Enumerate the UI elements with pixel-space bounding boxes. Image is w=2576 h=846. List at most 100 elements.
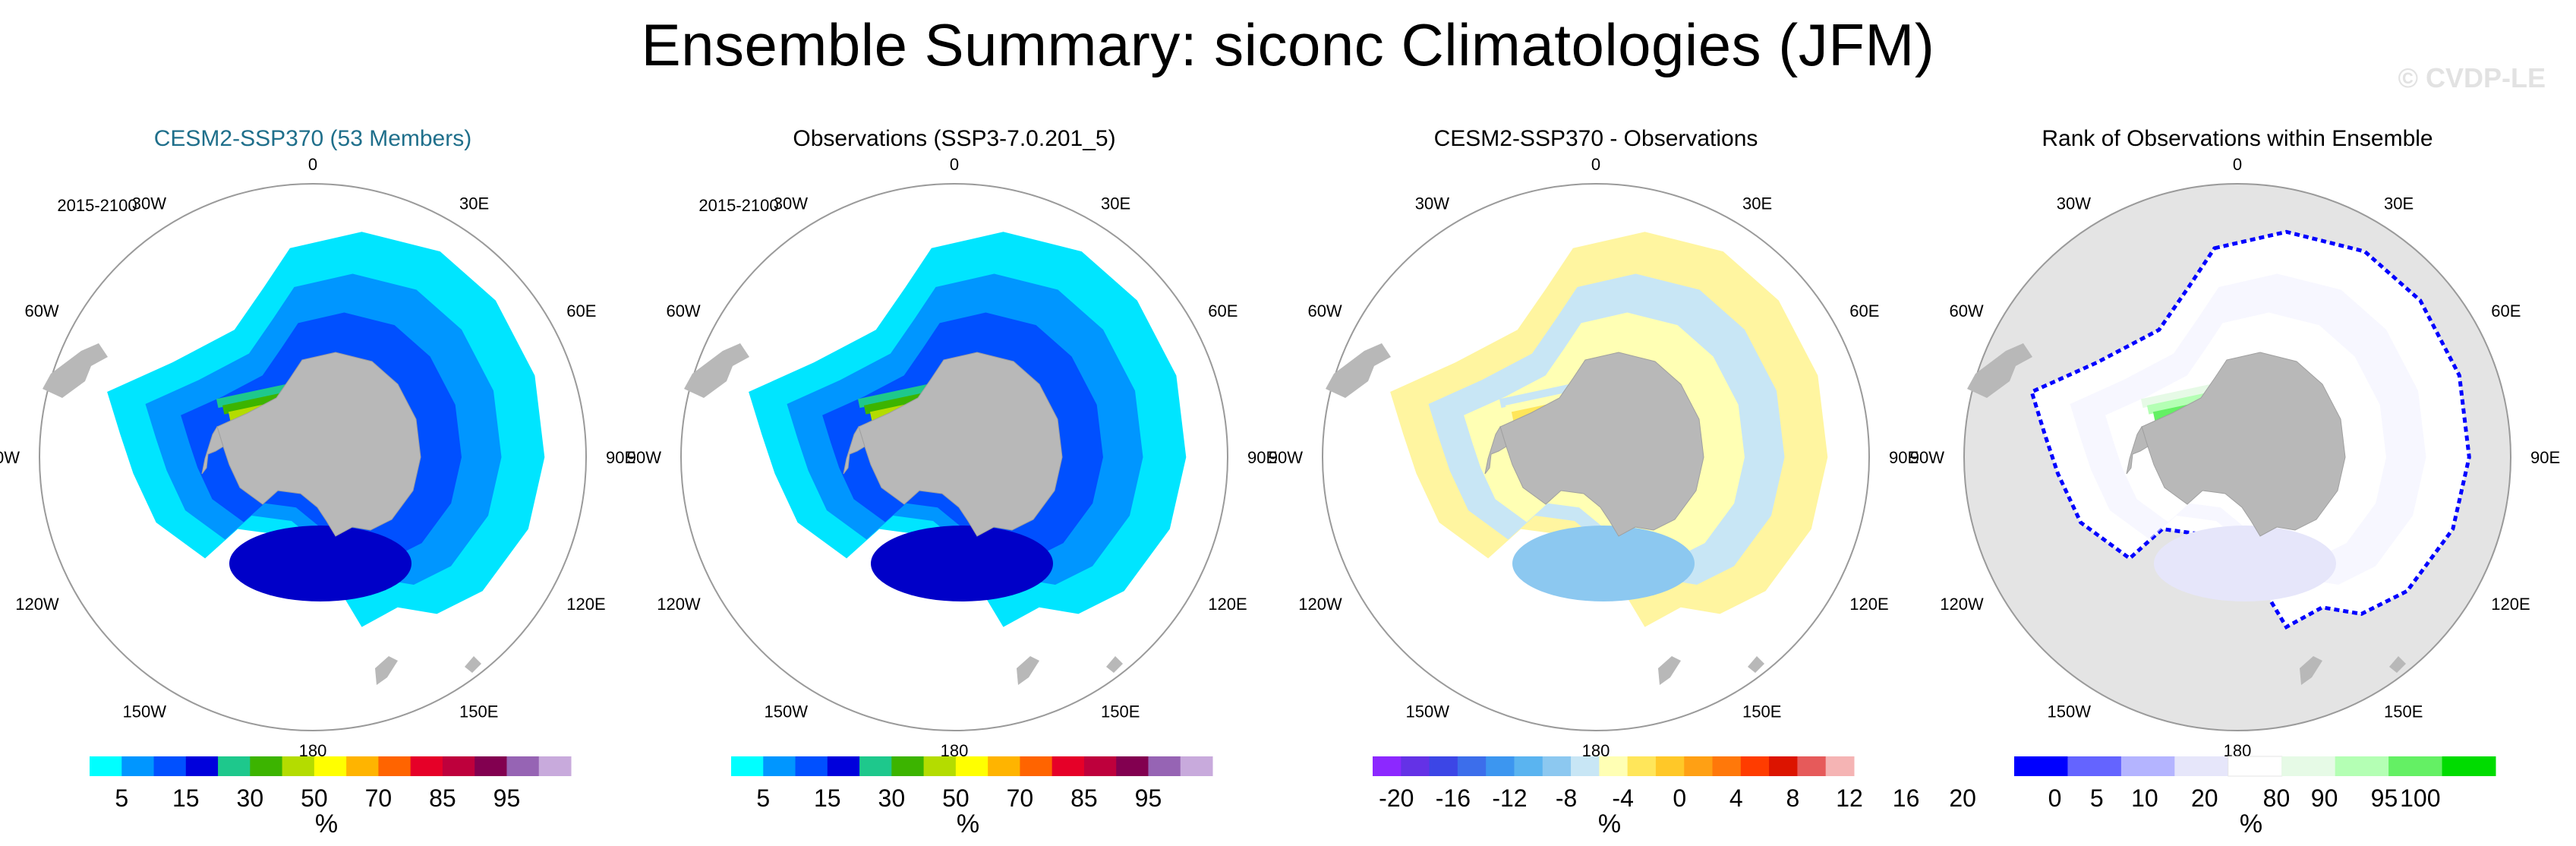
longitude-label: 150W (2048, 702, 2092, 721)
colorbar-swatch (2335, 756, 2389, 776)
colorbar-swatch (955, 756, 988, 776)
colorbar-swatch (1401, 756, 1430, 776)
colorbar-tick-label: 12 (1836, 784, 1863, 812)
colorbar-swatch (1571, 756, 1600, 776)
colorbar-swatch (891, 756, 925, 776)
antarctic-peninsula (2126, 425, 2149, 475)
longitude-label: 60E (1208, 301, 1238, 320)
colorbar-swatch (2228, 756, 2283, 777)
colorbar-tick-label: 20 (1949, 784, 1976, 812)
colorbar-swatch (1148, 756, 1181, 776)
colorbar-swatch (1457, 756, 1487, 776)
south-america-land (1326, 343, 1391, 398)
colorbar-swatch (1769, 756, 1798, 776)
ross-sea-ice (871, 526, 1053, 601)
longitude-label: 60W (1949, 301, 1983, 320)
south-america-land (1967, 343, 2032, 398)
colorbar-tick-label: 15 (814, 784, 841, 812)
antarctic-peninsula (843, 425, 865, 475)
colorbar-swatch (827, 756, 860, 776)
tasmania-land (2389, 656, 2406, 673)
longitude-label: 30E (459, 194, 489, 213)
colorbar-swatch (859, 756, 892, 776)
longitude-label: 150W (765, 702, 809, 721)
colorbar-swatch (988, 756, 1020, 776)
colorbar-tick-label: 5 (756, 784, 770, 812)
antarctica-landmass (216, 352, 421, 537)
longitude-label: 30W (774, 194, 808, 213)
map-panel-2: Observations (SSP3-7.0.201_5) 2015-2100 0 3… (627, 126, 1277, 838)
colorbar-swatch (1083, 756, 1117, 776)
longitude-label: 90E (2530, 448, 2560, 467)
colorbar-tick-label: 15 (172, 784, 200, 812)
colorbar-tick-label: 16 (1893, 784, 1920, 812)
longitude-label: 60E (566, 301, 596, 320)
colorbar-swatch (1712, 756, 1742, 776)
colorbar-unit: % (315, 810, 338, 838)
colorbar-swatch (475, 756, 507, 776)
colorbar-swatch (153, 756, 187, 776)
map-panel-3: CESM2-SSP370 - Observations030E60E90E120… (1269, 126, 1976, 838)
longitude-label: 60W (666, 301, 700, 320)
colorbar-tick-label: 0 (1673, 784, 1686, 812)
antarctica-landmass (858, 352, 1063, 537)
longitude-label: 60E (1849, 301, 1879, 320)
colorbar-swatch (1486, 756, 1515, 776)
antarctic-peninsula (201, 425, 224, 475)
colorbar-swatch (121, 756, 155, 776)
colorbar-tick-label: 8 (1786, 784, 1800, 812)
colorbar-tick-label: 30 (237, 784, 264, 812)
colorbar-swatch (1684, 756, 1714, 776)
longitude-label: 30E (1742, 194, 1772, 213)
colorbar-tick-label: 85 (1070, 784, 1098, 812)
new-zealand-land (1017, 656, 1039, 685)
period-label: 2015-2100 (57, 196, 137, 215)
colorbar-tick-label: 20 (2191, 784, 2218, 812)
colorbar-tick-label: 50 (942, 784, 970, 812)
colorbar-swatch (2014, 756, 2068, 776)
antarctica-landmass (1499, 352, 1704, 537)
longitude-label: 90W (1269, 448, 1303, 467)
figure-title: Ensemble Summary: siconc Climatologies (… (641, 11, 1935, 78)
colorbar-swatch (90, 756, 122, 776)
longitude-label: 30W (1415, 194, 1449, 213)
south-america-land (684, 343, 749, 398)
colorbar-swatch (2281, 756, 2336, 776)
colorbar-swatch (923, 756, 957, 776)
longitude-label: 60E (2491, 301, 2521, 320)
colorbar-tick-label: 50 (301, 784, 328, 812)
watermark: © CVDP-LE (2398, 62, 2546, 93)
longitude-label: 150E (1101, 702, 1140, 721)
panel-title: Rank of Observations within Ensemble (2042, 126, 2433, 151)
longitude-label: 30E (1101, 194, 1130, 213)
colorbar-swatch (731, 756, 764, 776)
longitude-label: 120W (1940, 595, 1984, 614)
longitude-label: 90W (1910, 448, 1944, 467)
colorbar-tick-label: -8 (1556, 784, 1577, 812)
colorbar-swatch (2174, 756, 2229, 776)
longitude-label: 90E (606, 448, 635, 467)
colorbar-swatch (1429, 756, 1458, 776)
colorbar-swatch (185, 756, 219, 776)
colorbar-tick-label: -20 (1379, 784, 1414, 812)
tasmania-land (465, 656, 481, 673)
longitude-label: 90W (627, 448, 661, 467)
colorbar-tick-label: -16 (1436, 784, 1471, 812)
colorbar-tick-label: 0 (2048, 784, 2062, 812)
longitude-label: 0 (1591, 155, 1600, 174)
ross-sea-ice (2154, 526, 2336, 601)
colorbar-tick-label: 5 (115, 784, 128, 812)
colorbar-swatch (1373, 756, 1402, 776)
longitude-label: 0 (308, 155, 317, 174)
colorbar-swatch (538, 756, 572, 776)
colorbar-tick-label: 95 (1135, 784, 1162, 812)
antarctica-landmass (2141, 352, 2346, 537)
colorbar-swatch (1514, 756, 1543, 776)
colorbar-swatch (378, 756, 411, 776)
colorbar-tick-label: 85 (429, 784, 456, 812)
colorbar-swatch (2442, 756, 2496, 776)
longitude-label: 120W (657, 595, 701, 614)
south-america-land (43, 343, 108, 398)
colorbar-tick-label: -4 (1612, 784, 1633, 812)
colorbar-swatch (2120, 756, 2175, 776)
